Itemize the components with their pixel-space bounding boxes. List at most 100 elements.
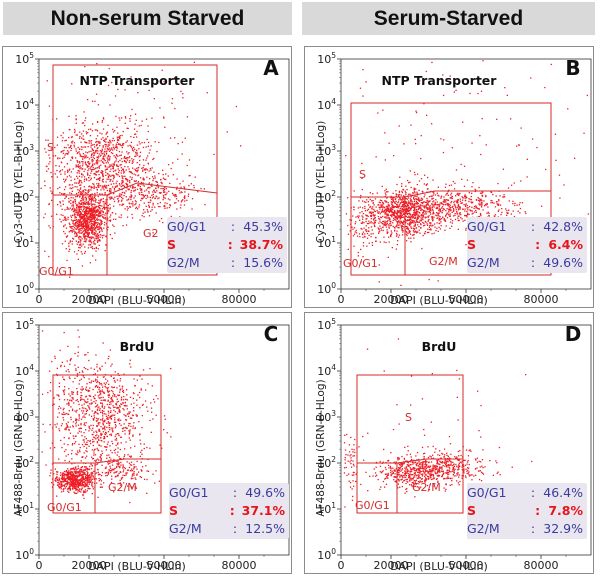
dots-d (343, 338, 554, 508)
y-tick-label: 102 (15, 455, 34, 470)
x-tick-label: 50000 (449, 293, 484, 306)
x-axis-label: DAPI (BLU-V-HLin) (88, 560, 186, 573)
x-tick-label: 0 (36, 293, 43, 306)
g1-boundary (53, 182, 218, 196)
stat-value-g2m: 32.9% (543, 520, 583, 536)
gate-label-g2m: G2/M (108, 481, 137, 494)
axes-b: 0 20000 50000 80000 100 101 102 103 104 105 (317, 51, 592, 306)
x-tick-label: 50000 (147, 559, 182, 572)
y-tick-label: 101 (15, 235, 34, 250)
stat-value-s: 7.8% (548, 502, 583, 518)
stat-label-g0g1: G0/G1 (169, 484, 209, 500)
y-tick-label: 100 (15, 281, 34, 296)
s-gate (52, 374, 162, 514)
gate-label-g0g1: G0/G1 (355, 499, 390, 512)
dots-a (40, 61, 242, 278)
stat-label-s: S (167, 236, 177, 252)
stats-box-b: G0/G1:42.8% S:6.4% G2/M:49.6% (467, 217, 587, 273)
y-tick-label: 101 (15, 501, 34, 516)
gates-a (52, 64, 218, 276)
axes-d: 0 20000 50000 80000 100 101 102 103 104 105 (317, 317, 592, 572)
y-axis-label: AF488-Brdu (GRN-B-HLog) (13, 379, 25, 516)
y-tick-label: 102 (15, 189, 34, 204)
x-tick-label: 80000 (524, 293, 559, 306)
x-tick-label: 20000 (72, 293, 107, 306)
header-serum-starved: Serum-Starved (302, 2, 595, 35)
y-tick-label: 105 (15, 317, 34, 332)
panel-title: BrdU (120, 339, 155, 354)
y-axis-label: Cy3-dUTP (YEL-B-HLog) (13, 121, 25, 243)
stat-label-s: S (467, 236, 477, 252)
panel-letter: A (263, 56, 279, 80)
y-tick-label: 102 (317, 455, 336, 470)
y-tick-label: 105 (317, 51, 336, 66)
panel-c: 0 20000 50000 80000 100 101 102 103 104 105 G2/M … (2, 312, 292, 574)
stat-label-g2m: G2/M (169, 520, 202, 536)
y-tick-label: 101 (317, 235, 336, 250)
y-tick-label: 101 (317, 501, 336, 516)
x-tick-label: 80000 (222, 293, 257, 306)
y-tick-label: 104 (15, 97, 34, 112)
scatter-plot-d: 0 20000 50000 80000 100 101 102 103 104 105 S G2/… (315, 317, 592, 573)
stat-value-s: 38.7% (239, 236, 283, 252)
axes-c: 0 20000 50000 80000 100 101 102 103 104 105 (15, 317, 290, 572)
gate-label-g2m: G2/M (412, 481, 441, 494)
y-tick-label: 102 (317, 189, 336, 204)
gate-label-s: S (405, 411, 412, 424)
stat-label-g0g1: G0/G1 (167, 218, 207, 234)
gates-b (350, 102, 552, 276)
x-axis-label: DAPI (BLU-V-HLin) (88, 294, 186, 307)
y-axis-label: Cy3-dUTP (YEL-B-HLog) (315, 121, 327, 243)
y-tick-label: 104 (317, 97, 336, 112)
gate-label-g0g1: G0/G1 (343, 257, 378, 270)
gates-c (52, 374, 162, 514)
x-axis-label: DAPI (BLU-V-HLin) (390, 560, 488, 573)
x-tick-label: 80000 (524, 559, 559, 572)
y-tick-label: 100 (317, 281, 336, 296)
gate-label-g0g1: G0/G1 (39, 265, 74, 278)
stat-value-g2m: 49.6% (543, 254, 583, 270)
x-tick-label: 0 (36, 559, 43, 572)
stat-value-g2m: 15.6% (243, 254, 283, 270)
x-tick-label: 50000 (449, 559, 484, 572)
y-tick-label: 100 (15, 547, 34, 562)
s-gate (356, 374, 464, 514)
panel-title: NTP Transporter (80, 73, 196, 88)
scatter-plot-b: 0 20000 50000 80000 100 101 102 103 104 105 S G2/… (315, 51, 592, 307)
y-tick-label: 104 (317, 363, 336, 378)
stat-value-g0g1: 49.6% (245, 484, 285, 500)
y-tick-label: 104 (15, 363, 34, 378)
panel-a: 0 20000 50000 80000 100 101 102 103 104 105 S G2 … (2, 46, 292, 308)
panel-title: BrdU (422, 339, 457, 354)
stat-value-s: 6.4% (548, 236, 583, 252)
gate-label-s: S (359, 168, 366, 181)
g1-boundary (53, 458, 161, 464)
panel-letter: C (264, 322, 279, 346)
stat-label-g2m: G2/M (167, 254, 200, 270)
s-gate (350, 102, 552, 276)
y-tick-label: 103 (15, 409, 34, 424)
gate-label-g2m: G2/M (429, 255, 458, 268)
gate-label-g0g1: G0/G1 (47, 501, 82, 514)
s-gate (52, 64, 218, 276)
stats-box-a: G0/G1:45.3% S:38.7% G2/M:15.6% (167, 217, 287, 273)
gate-label-g2m: G2 (143, 227, 159, 240)
y-tick-label: 103 (317, 143, 336, 158)
y-tick-label: 100 (317, 547, 336, 562)
x-tick-label: 20000 (72, 559, 107, 572)
y-tick-label: 105 (317, 317, 336, 332)
panel-b: 0 20000 50000 80000 100 101 102 103 104 105 S G2/… (304, 46, 594, 308)
x-tick-label: 50000 (147, 293, 182, 306)
stats-box-c: G0/G1:49.6% S:37.1% G2/M:12.5% (169, 483, 289, 539)
y-tick-label: 105 (15, 51, 34, 66)
y-axis-label: AF488-Brdu (GRN-B-HLog) (315, 379, 327, 516)
x-tick-label: 80000 (222, 559, 257, 572)
panel-title: NTP Transporter (382, 73, 498, 88)
x-tick-label: 0 (338, 559, 345, 572)
stat-value-g0g1: 42.8% (543, 218, 583, 234)
x-tick-label: 20000 (374, 559, 409, 572)
stat-value-s: 37.1% (241, 502, 285, 518)
stat-label-g0g1: G0/G1 (467, 484, 507, 500)
